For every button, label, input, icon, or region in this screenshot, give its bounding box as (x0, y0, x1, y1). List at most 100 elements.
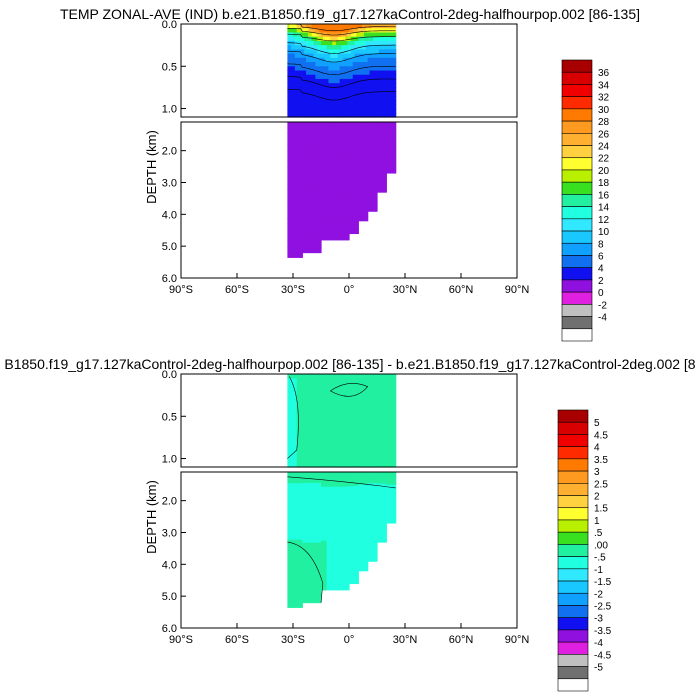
contour-cell (375, 407, 378, 413)
contour-cell (365, 445, 369, 451)
contour-cell (375, 32, 378, 38)
contour-cell (382, 104, 386, 110)
colorbar-label: 34 (598, 80, 610, 91)
contour-cell (330, 195, 333, 202)
contour-cell (375, 144, 378, 149)
contour-cell (330, 579, 333, 586)
contour-cell (293, 172, 296, 179)
contour-cell (334, 545, 337, 552)
contour-cell (324, 433, 328, 439)
colorbar-label: 32 (598, 93, 610, 104)
contour-cell (322, 62, 326, 67)
contour-cell (345, 445, 348, 451)
contour-cell (360, 550, 363, 555)
contour-cell (302, 230, 305, 237)
contour-cell (375, 458, 378, 464)
contour-cell (347, 234, 350, 241)
contour-cell (302, 399, 305, 405)
contour-cell (335, 161, 339, 167)
contour-cell (345, 122, 348, 128)
contour-cell (326, 501, 330, 507)
contour-cell (287, 403, 290, 409)
contour-cell (347, 185, 350, 192)
contour-cell (302, 428, 305, 434)
contour-cell (345, 95, 348, 101)
contour-cell (341, 550, 344, 557)
contour-cell (335, 403, 339, 409)
contour-cell (317, 87, 320, 93)
contour-cell (384, 151, 387, 155)
contour-cell (356, 441, 359, 447)
contour-cell (352, 564, 356, 571)
contour-cell (356, 454, 359, 460)
contour-cell (315, 428, 318, 434)
contour-cell (386, 136, 389, 140)
contour-cell (391, 160, 395, 163)
contour-cell (349, 149, 352, 156)
contour-cell (373, 512, 376, 518)
contour-cell (330, 521, 333, 527)
contour-cell (321, 540, 324, 547)
contour-cell (319, 143, 322, 150)
contour-cell (362, 62, 365, 67)
contour-cell (311, 149, 315, 156)
contour-cell (289, 133, 292, 140)
contour-cell (334, 122, 337, 128)
contour-cell (334, 225, 337, 231)
contour-cell (382, 87, 386, 93)
contour-cell (382, 100, 386, 105)
contour-cell (369, 399, 372, 405)
contour-cell (321, 45, 324, 50)
contour-cell (360, 138, 363, 144)
contour-cell (384, 133, 387, 138)
contour-cell (363, 395, 367, 400)
contour-cell (289, 66, 292, 72)
contour-cell (363, 445, 367, 451)
contour-cell (319, 138, 322, 145)
contour-cell (304, 454, 307, 460)
contour-cell (380, 95, 384, 101)
contour-cell (328, 428, 331, 434)
contour-cell (330, 126, 333, 133)
contour-cell (332, 126, 335, 133)
contour-cell (341, 40, 344, 46)
contour-cell (345, 428, 348, 434)
contour-cell (313, 78, 316, 84)
contour-cell (367, 424, 371, 430)
contour-cell (350, 450, 354, 455)
contour-cell (354, 126, 358, 132)
contour-cell (289, 53, 292, 59)
contour-cell (347, 171, 350, 177)
contour-cell (367, 108, 371, 114)
contour-cell (313, 53, 316, 59)
contour-cell (300, 590, 303, 597)
contour-cell (313, 437, 316, 443)
contour-cell (313, 520, 316, 527)
contour-cell (377, 91, 380, 97)
contour-cell (339, 560, 343, 566)
contour-cell (306, 488, 309, 495)
panel2-title: B1850.f19_g17.127kaControl-2deg-halfhour… (4, 356, 695, 372)
contour-cell (337, 122, 341, 128)
contour-cell (375, 490, 378, 495)
contour-cell (330, 24, 333, 29)
contour-cell (360, 433, 363, 439)
contour-cell (326, 40, 330, 46)
contour-cell (367, 112, 371, 118)
contour-cell (326, 220, 330, 226)
contour-cell (341, 428, 344, 434)
contour-cell (349, 108, 352, 114)
contour-cell (294, 374, 298, 379)
contour-cell (360, 416, 363, 422)
contour-cell (296, 150, 300, 157)
contour-cell (306, 132, 309, 139)
contour-cell (306, 441, 309, 447)
contour-cell (326, 70, 330, 76)
contour-cell (356, 159, 359, 165)
contour-cell (356, 210, 359, 216)
contour-cell (287, 195, 290, 202)
contour-cell (354, 205, 358, 211)
contour-cell (373, 509, 376, 514)
contour-cell (375, 136, 378, 142)
contour-cell (293, 483, 296, 490)
